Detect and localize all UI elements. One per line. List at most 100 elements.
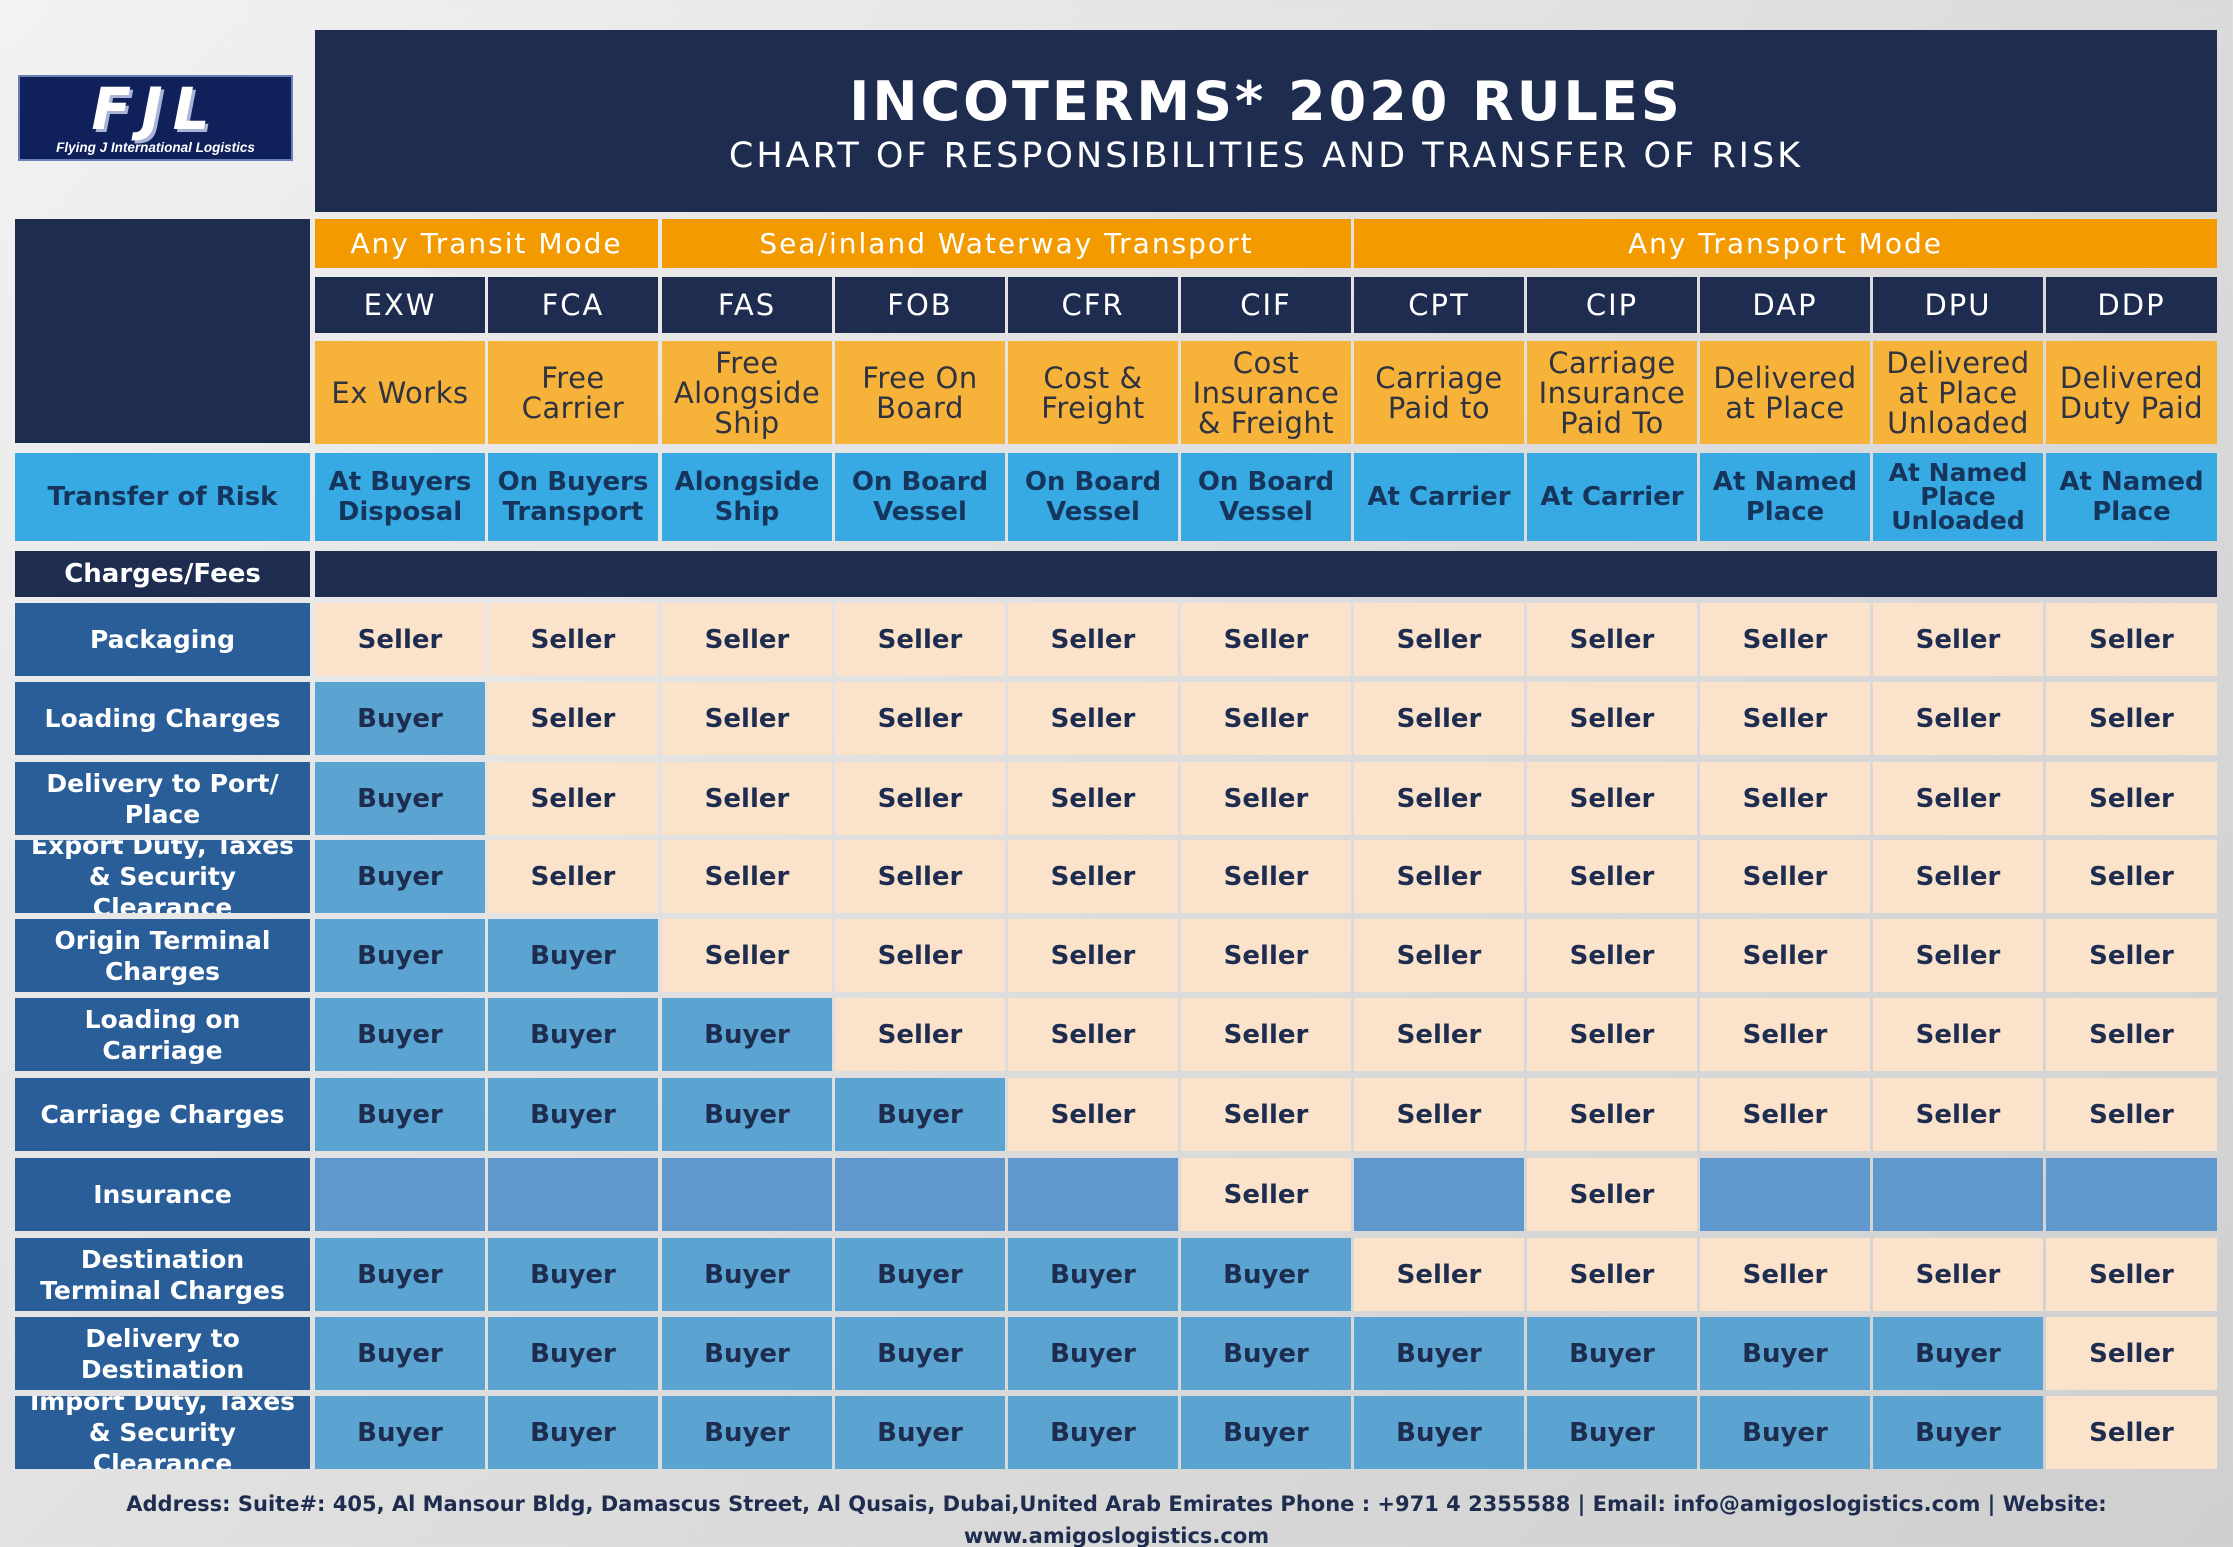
term-code-dap: DAP <box>1700 277 1870 333</box>
term-code-fca: FCA <box>488 277 658 333</box>
cell-fas: Seller <box>662 682 832 755</box>
cell-dpu: Buyer <box>1873 1317 2043 1390</box>
cell-fas: Seller <box>662 840 832 913</box>
cell-dpu <box>1873 1158 2043 1231</box>
cell-cfr: Buyer <box>1008 1396 1178 1469</box>
cell-fob: Buyer <box>835 1396 1005 1469</box>
term-name-fob: Free On Board <box>835 341 1005 444</box>
cell-dpu: Seller <box>1873 603 2043 676</box>
cell-cip: Seller <box>1527 1238 1697 1311</box>
cell-cfr: Seller <box>1008 762 1178 835</box>
cell-fas <box>662 1158 832 1231</box>
cell-fob: Seller <box>835 762 1005 835</box>
logo-company-name: Flying J International Logistics <box>56 140 255 155</box>
cell-cpt: Seller <box>1354 998 1524 1071</box>
row-label: Delivery to Port/ Place <box>15 762 310 835</box>
cell-fca: Seller <box>488 840 658 913</box>
risk-fca: On Buyers Transport <box>488 453 658 541</box>
row-label: Insurance <box>15 1158 310 1231</box>
cell-fca: Seller <box>488 762 658 835</box>
cell-cip: Seller <box>1527 762 1697 835</box>
cell-fob: Seller <box>835 919 1005 992</box>
cell-fca: Buyer <box>488 998 658 1071</box>
page-title: INCOTERMS* 2020 RULES <box>849 70 1683 133</box>
cell-exw: Seller <box>315 603 485 676</box>
cell-dpu: Seller <box>1873 998 2043 1071</box>
cell-ddp: Seller <box>2046 919 2217 992</box>
cell-cfr: Seller <box>1008 919 1178 992</box>
cell-cpt: Seller <box>1354 762 1524 835</box>
cell-cfr: Seller <box>1008 682 1178 755</box>
cell-cfr: Seller <box>1008 998 1178 1071</box>
term-code-dpu: DPU <box>1873 277 2043 333</box>
term-code-exw: EXW <box>315 277 485 333</box>
cell-exw: Buyer <box>315 1238 485 1311</box>
cell-cif: Seller <box>1181 919 1351 992</box>
row-label: Export Duty, Taxes & Security Clearance <box>15 840 310 913</box>
row-label: Loading Charges <box>15 682 310 755</box>
risk-fas: Alongside Ship <box>662 453 832 541</box>
row-label: Packaging <box>15 603 310 676</box>
cell-dpu: Seller <box>1873 682 2043 755</box>
cell-cfr: Buyer <box>1008 1317 1178 1390</box>
cell-cpt: Seller <box>1354 840 1524 913</box>
cell-cif: Seller <box>1181 762 1351 835</box>
row-label: Delivery to Destination <box>15 1317 310 1390</box>
cell-cpt <box>1354 1158 1524 1231</box>
cell-cip: Seller <box>1527 1158 1697 1231</box>
term-code-fob: FOB <box>835 277 1005 333</box>
cell-cip: Seller <box>1527 603 1697 676</box>
cell-fas: Buyer <box>662 1396 832 1469</box>
cell-cpt: Buyer <box>1354 1317 1524 1390</box>
row-label: Origin Terminal Charges <box>15 919 310 992</box>
cell-cip: Buyer <box>1527 1396 1697 1469</box>
term-name-fas: Free Alongside Ship <box>662 341 832 444</box>
cell-fob <box>835 1158 1005 1231</box>
cell-fca: Buyer <box>488 1078 658 1151</box>
cell-ddp: Seller <box>2046 1317 2217 1390</box>
cell-ddp: Seller <box>2046 603 2217 676</box>
cell-cfr: Buyer <box>1008 1238 1178 1311</box>
charges-fees-label: Charges/Fees <box>15 551 310 597</box>
cell-cip: Seller <box>1527 1078 1697 1151</box>
cell-dap: Seller <box>1700 998 1870 1071</box>
cell-cpt: Buyer <box>1354 1396 1524 1469</box>
cell-cfr: Seller <box>1008 1078 1178 1151</box>
risk-cpt: At Carrier <box>1354 453 1524 541</box>
cell-exw: Buyer <box>315 919 485 992</box>
cell-fas: Seller <box>662 603 832 676</box>
company-logo: FJL Flying J International Logistics <box>18 75 293 161</box>
cell-dap: Buyer <box>1700 1317 1870 1390</box>
page-subtitle: CHART OF RESPONSIBILITIES AND TRANSFER O… <box>728 136 1804 176</box>
cell-cpt: Seller <box>1354 1078 1524 1151</box>
cell-dap: Seller <box>1700 1078 1870 1151</box>
term-name-cpt: Carriage Paid to <box>1354 341 1524 444</box>
cell-dap: Seller <box>1700 682 1870 755</box>
cell-cip: Seller <box>1527 919 1697 992</box>
cell-fob: Seller <box>835 998 1005 1071</box>
cell-fca: Seller <box>488 682 658 755</box>
row-label: Import Duty, Taxes & Security Clearance <box>15 1396 310 1469</box>
term-code-cpt: CPT <box>1354 277 1524 333</box>
cell-dpu: Seller <box>1873 919 2043 992</box>
row-label: Carriage Charges <box>15 1078 310 1151</box>
cell-cip: Seller <box>1527 682 1697 755</box>
cell-dpu: Seller <box>1873 1238 2043 1311</box>
cell-fas: Buyer <box>662 1317 832 1390</box>
cell-cip: Seller <box>1527 998 1697 1071</box>
cell-dpu: Seller <box>1873 762 2043 835</box>
cell-dpu: Seller <box>1873 1078 2043 1151</box>
term-name-dpu: Delivered at Place Unloaded <box>1873 341 2043 444</box>
cell-fca: Buyer <box>488 1238 658 1311</box>
cell-cif: Seller <box>1181 603 1351 676</box>
cell-dap: Seller <box>1700 840 1870 913</box>
group-header: Sea/inland Waterway Transport <box>662 219 1351 268</box>
cell-dpu: Buyer <box>1873 1396 2043 1469</box>
cell-cif: Buyer <box>1181 1238 1351 1311</box>
cell-cpt: Seller <box>1354 1238 1524 1311</box>
term-code-ddp: DDP <box>2046 277 2217 333</box>
risk-row-label: Transfer of Risk <box>15 453 310 541</box>
cell-cif: Seller <box>1181 682 1351 755</box>
term-code-fas: FAS <box>662 277 832 333</box>
risk-exw: At Buyers Disposal <box>315 453 485 541</box>
